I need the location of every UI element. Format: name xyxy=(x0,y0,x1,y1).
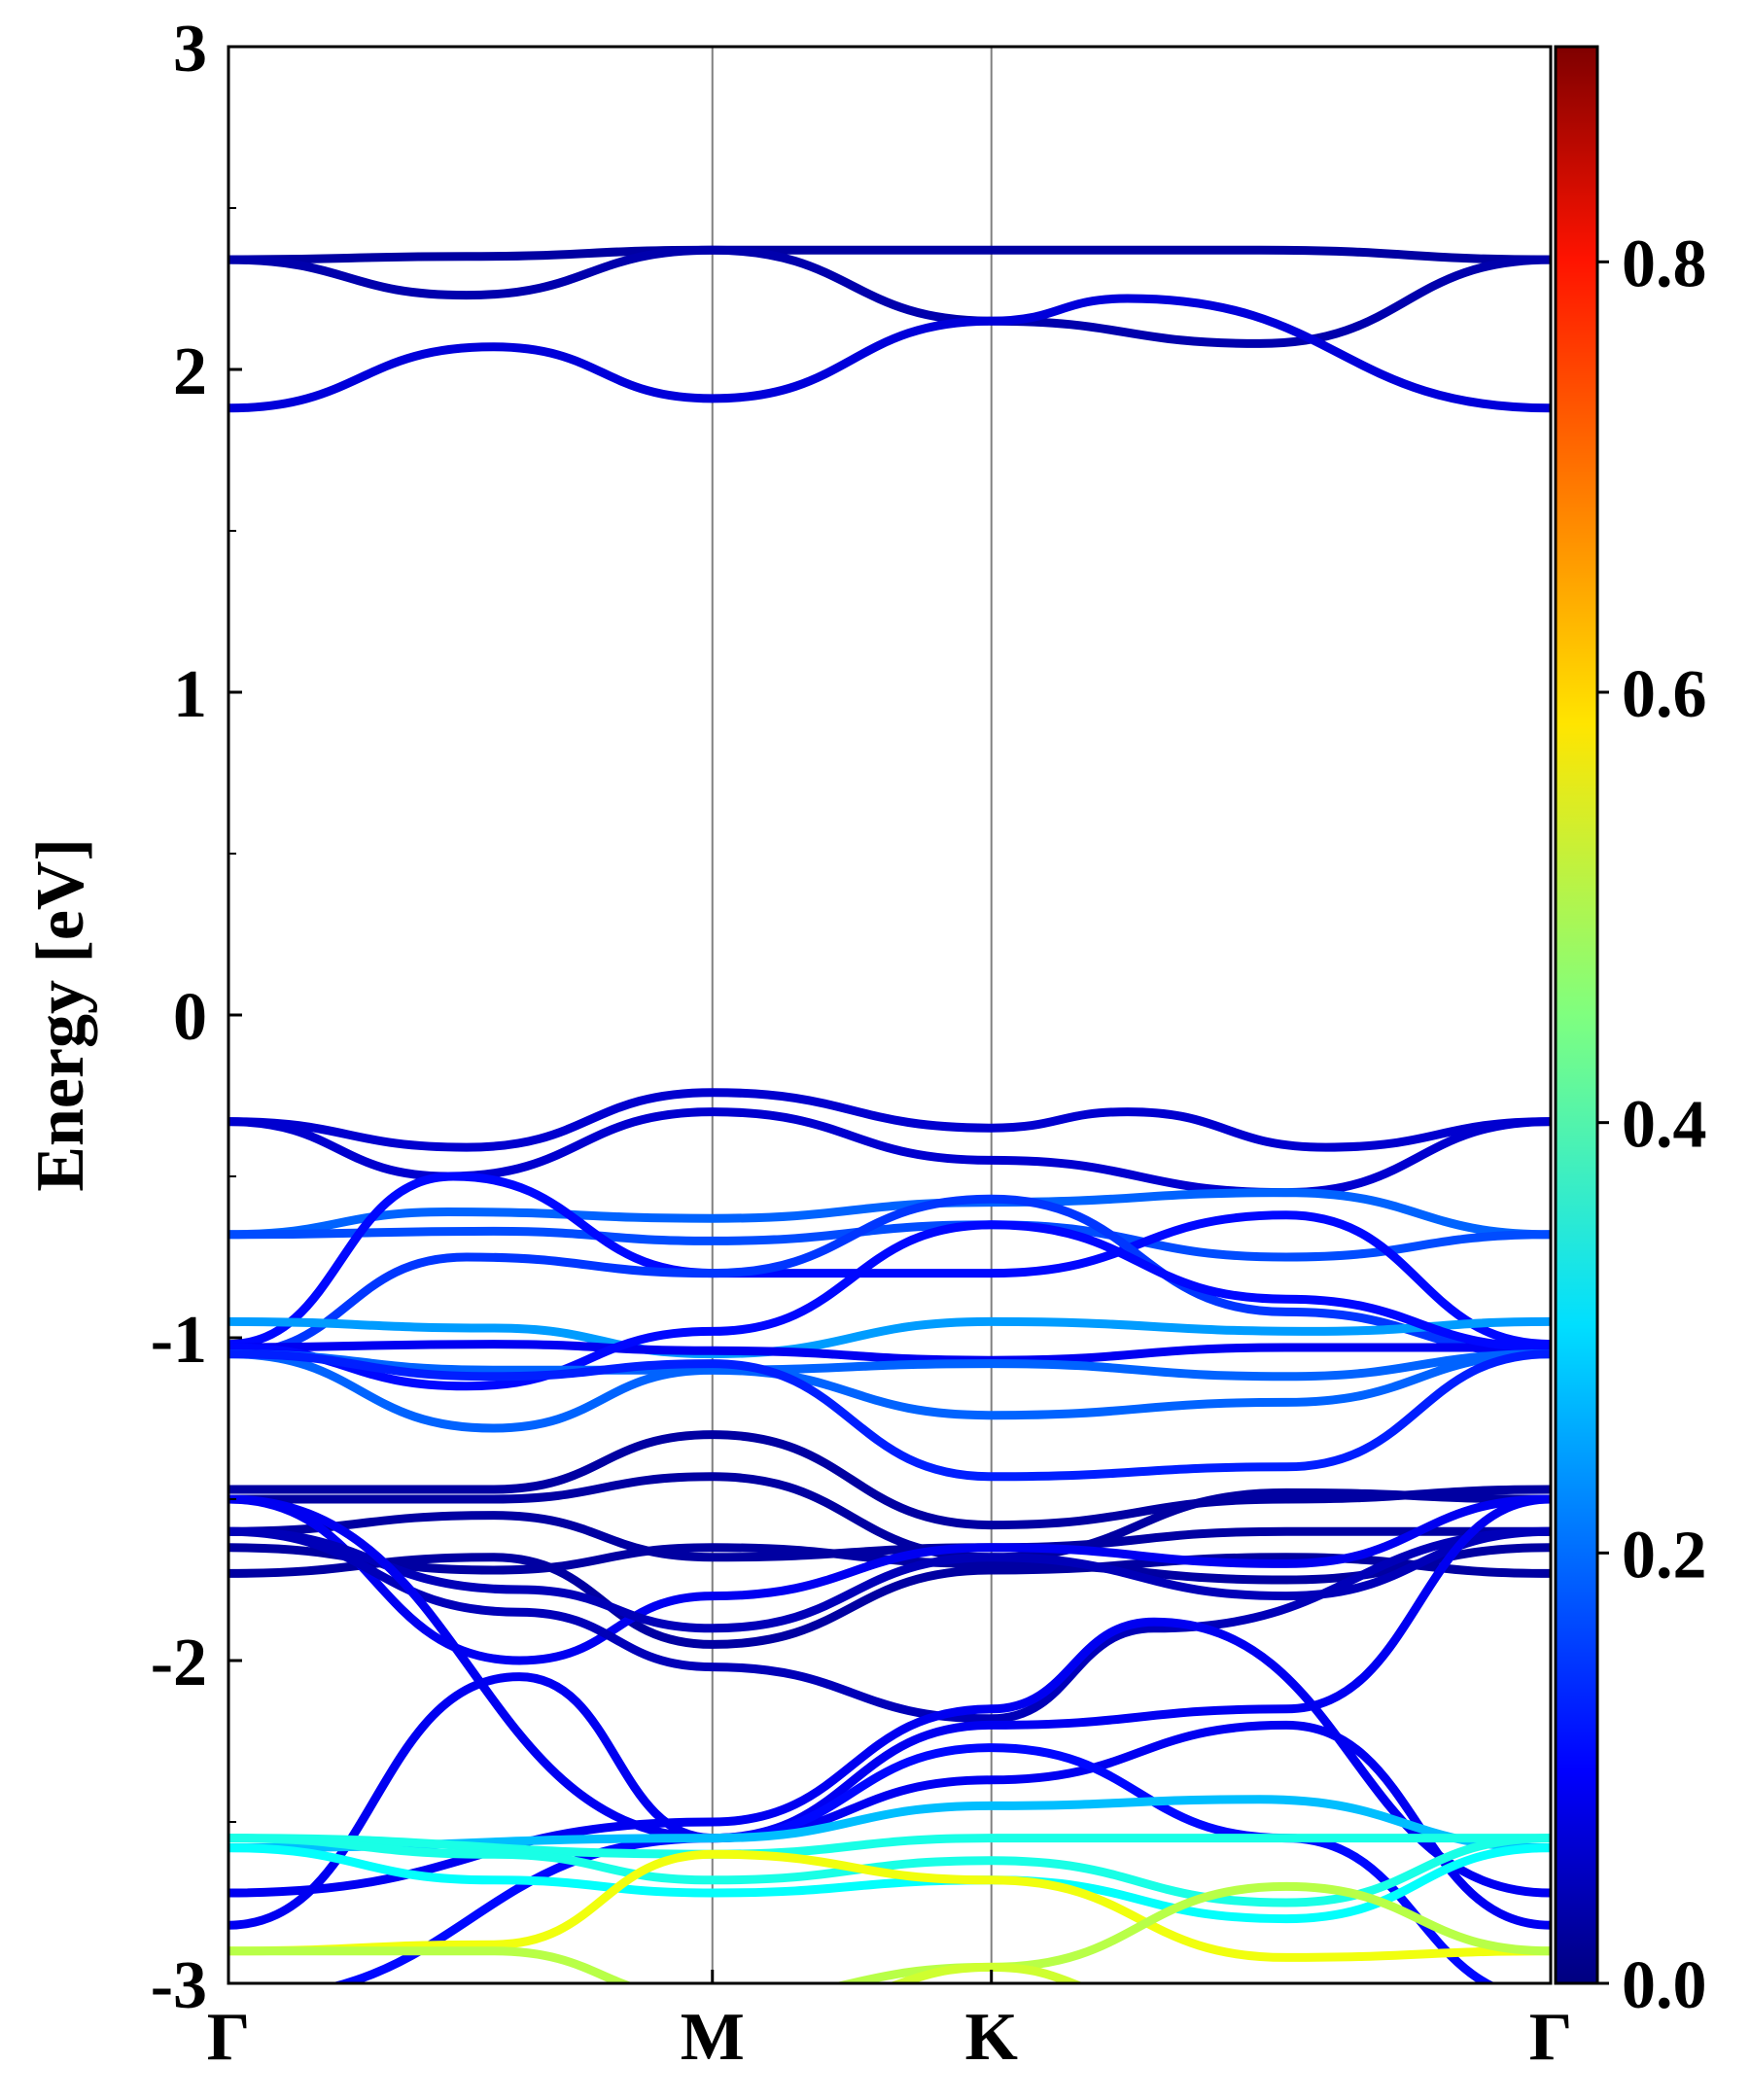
band-line xyxy=(228,1349,1551,1382)
band-line xyxy=(228,1220,1551,1262)
x-tick-label: M xyxy=(681,2000,745,2075)
band-line xyxy=(228,1553,1551,1649)
band-line xyxy=(228,1220,1551,1391)
band-line xyxy=(228,1849,1551,1962)
colorbar-tick-label: 0.0 xyxy=(1622,1948,1707,2023)
colorbar-tick-label: 0.6 xyxy=(1622,657,1707,732)
colorbar-tick-label: 0.8 xyxy=(1622,227,1707,301)
y-axis-label: Energy [eV] xyxy=(23,838,98,1192)
band-line xyxy=(228,1494,1551,1665)
y-tick-label: -2 xyxy=(151,1626,207,1700)
y-axis: 3 2 1 0 -1 -2 -3 xyxy=(151,12,242,2023)
band-line xyxy=(228,1430,1551,1530)
band-line xyxy=(228,1526,1551,1633)
y-tick-label: -3 xyxy=(151,1948,207,2023)
band-line xyxy=(228,1340,1551,1365)
kpoint-divider-lines xyxy=(711,47,993,1983)
band-line xyxy=(228,245,1551,264)
band-line xyxy=(228,1834,1551,1908)
band-line xyxy=(228,1472,1551,1562)
band-lines xyxy=(228,245,1551,1983)
band-line xyxy=(228,1834,1551,1859)
band-line xyxy=(330,1743,1497,1983)
band-line xyxy=(228,1188,1551,1240)
band-line xyxy=(228,245,1551,348)
y-tick-label: 1 xyxy=(173,657,207,732)
colorbar xyxy=(1554,45,1599,1985)
y-tick-label: 2 xyxy=(173,334,207,409)
band-line xyxy=(228,1672,1551,1930)
band-line xyxy=(228,1881,1551,1983)
band-line xyxy=(228,1795,1551,1853)
colorbar-tick-label: 0.2 xyxy=(1622,1518,1707,1592)
band-line xyxy=(228,1194,1551,1359)
band-line xyxy=(228,1349,1551,1482)
band-line xyxy=(228,1088,1551,1152)
band-line xyxy=(228,1543,1551,1585)
colorbar-tick-label: 0.4 xyxy=(1622,1088,1707,1163)
band-line xyxy=(228,1843,1551,1924)
band-line xyxy=(887,1962,1085,1983)
colorbar-axis: 0.0 0.2 0.4 0.6 0.8 xyxy=(1597,227,1707,2023)
x-tick-label: Γ xyxy=(207,2000,251,2075)
band-line xyxy=(228,1526,1551,1724)
band-line xyxy=(228,1316,1551,1359)
y-tick-label: 3 xyxy=(173,12,207,87)
x-tick-label: Γ xyxy=(1529,2000,1573,2075)
y-tick-label: -1 xyxy=(151,1303,207,1378)
band-line xyxy=(228,1349,1551,1433)
x-tick-label: K xyxy=(964,2000,1017,2075)
band-line xyxy=(228,294,1551,413)
y-tick-label: 0 xyxy=(173,980,207,1055)
